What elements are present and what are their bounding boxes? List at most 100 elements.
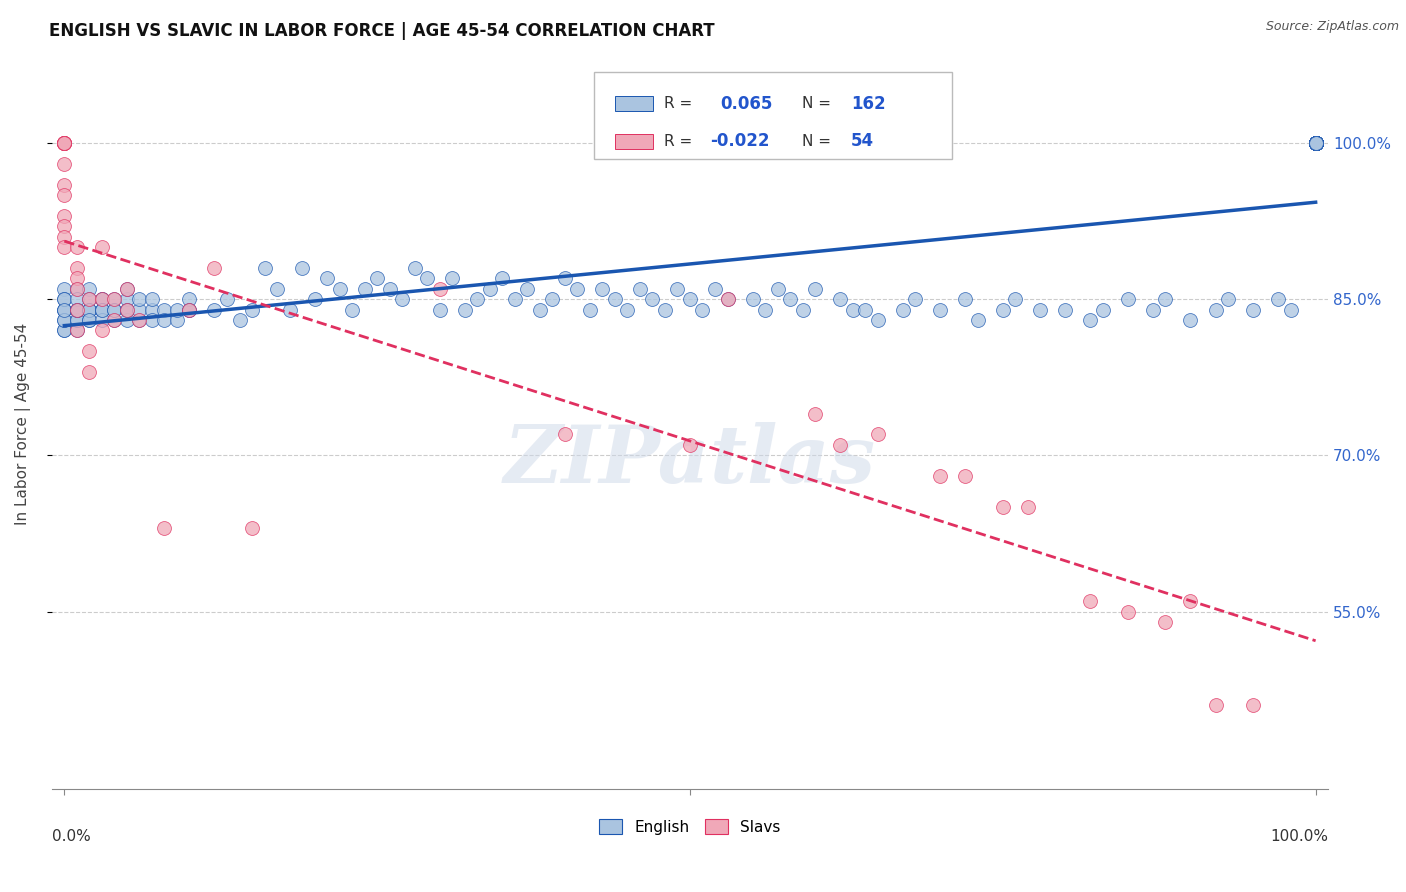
Point: [1305, 136, 1327, 150]
FancyBboxPatch shape: [595, 72, 952, 160]
Point: [1305, 136, 1327, 150]
Text: ENGLISH VS SLAVIC IN LABOR FORCE | AGE 45-54 CORRELATION CHART: ENGLISH VS SLAVIC IN LABOR FORCE | AGE 4…: [49, 22, 714, 40]
FancyBboxPatch shape: [614, 134, 652, 149]
Point: [1305, 136, 1327, 150]
Point: [90, 292, 112, 306]
Point: [66, 282, 89, 296]
Point: [366, 271, 388, 285]
Point: [654, 302, 676, 317]
Text: 100.0%: 100.0%: [1270, 829, 1329, 844]
Point: [66, 260, 89, 275]
Point: [541, 292, 564, 306]
Point: [66, 282, 89, 296]
Point: [316, 271, 339, 285]
Point: [1116, 605, 1139, 619]
Point: [1305, 136, 1327, 150]
Point: [991, 500, 1014, 515]
Point: [53, 136, 76, 150]
Point: [529, 302, 551, 317]
Point: [404, 260, 426, 275]
Point: [465, 292, 488, 306]
Point: [1305, 136, 1327, 150]
Point: [228, 313, 250, 327]
Point: [955, 292, 977, 306]
Point: [128, 313, 150, 327]
Point: [1305, 136, 1327, 150]
Point: [53, 188, 76, 202]
Point: [641, 292, 664, 306]
Point: [716, 292, 738, 306]
Point: [53, 302, 76, 317]
Point: [66, 302, 89, 317]
FancyBboxPatch shape: [614, 96, 652, 111]
Point: [53, 313, 76, 327]
Point: [66, 313, 89, 327]
Point: [1305, 136, 1327, 150]
Point: [79, 292, 101, 306]
Text: Source: ZipAtlas.com: Source: ZipAtlas.com: [1265, 20, 1399, 33]
Point: [103, 313, 125, 327]
Point: [1305, 136, 1327, 150]
Point: [340, 302, 363, 317]
Point: [378, 282, 401, 296]
Point: [1305, 136, 1327, 150]
Point: [1180, 594, 1202, 608]
Text: 0.065: 0.065: [721, 95, 773, 112]
Y-axis label: In Labor Force | Age 45-54: In Labor Force | Age 45-54: [15, 323, 31, 525]
Point: [90, 323, 112, 337]
Point: [179, 302, 201, 317]
Point: [179, 302, 201, 317]
Point: [1305, 136, 1327, 150]
Text: N =: N =: [803, 134, 837, 149]
Point: [704, 282, 727, 296]
Point: [1004, 292, 1026, 306]
Point: [79, 344, 101, 359]
Point: [1080, 313, 1102, 327]
Point: [353, 282, 375, 296]
Point: [1305, 136, 1327, 150]
Point: [153, 521, 176, 535]
Point: [1154, 615, 1177, 629]
Point: [554, 271, 576, 285]
Text: R =: R =: [665, 96, 697, 112]
Point: [115, 302, 138, 317]
Point: [53, 178, 76, 192]
Point: [53, 136, 76, 150]
Point: [66, 302, 89, 317]
Point: [240, 302, 263, 317]
Point: [716, 292, 738, 306]
Point: [53, 240, 76, 254]
Point: [53, 219, 76, 234]
Point: [554, 427, 576, 442]
Point: [1305, 136, 1327, 150]
Point: [66, 271, 89, 285]
Point: [429, 302, 451, 317]
Point: [66, 323, 89, 337]
Point: [166, 302, 188, 317]
Point: [115, 292, 138, 306]
Point: [103, 313, 125, 327]
Point: [1305, 136, 1327, 150]
Point: [66, 302, 89, 317]
Point: [53, 136, 76, 150]
Point: [53, 229, 76, 244]
Point: [179, 292, 201, 306]
Point: [429, 282, 451, 296]
Point: [90, 292, 112, 306]
Point: [66, 323, 89, 337]
Point: [53, 136, 76, 150]
Point: [1241, 698, 1264, 713]
Point: [53, 323, 76, 337]
Point: [53, 136, 76, 150]
Point: [53, 292, 76, 306]
Point: [90, 292, 112, 306]
Point: [53, 136, 76, 150]
Point: [53, 313, 76, 327]
Point: [66, 302, 89, 317]
Point: [66, 302, 89, 317]
Point: [478, 282, 501, 296]
Point: [792, 302, 814, 317]
Point: [666, 282, 689, 296]
Point: [153, 302, 176, 317]
Text: 162: 162: [851, 95, 886, 112]
